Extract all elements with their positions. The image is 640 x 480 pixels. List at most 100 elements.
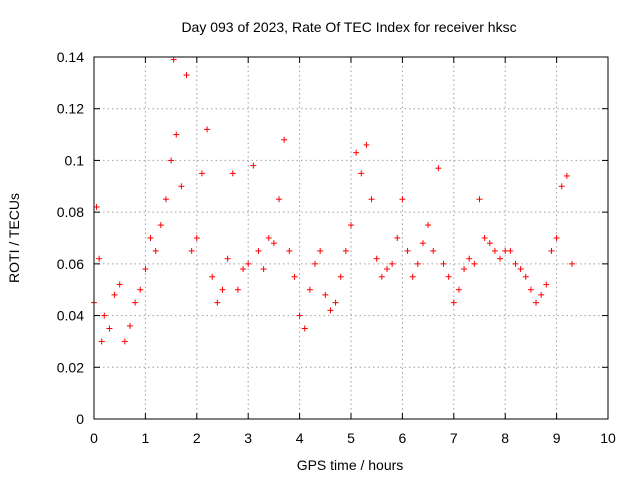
data-point [569,260,576,267]
data-point [538,291,545,298]
data-point [188,247,195,254]
data-point [306,286,313,293]
data-point [317,247,324,254]
data-point [517,266,524,273]
data-point [383,266,390,273]
data-point [502,247,509,254]
data-point [286,247,293,254]
data-point [183,72,190,79]
data-point [563,172,570,179]
x-tick-label: 9 [553,430,561,446]
data-point [219,286,226,293]
y-tick-label: 0.08 [57,204,84,220]
data-point [147,235,154,241]
data-point [404,247,411,254]
data-point [414,260,421,267]
data-point [466,255,473,262]
x-tick-label: 1 [142,430,150,446]
data-point [281,136,288,143]
y-tick-label: 0.14 [57,49,84,65]
data-point [491,247,498,254]
data-point [476,196,483,203]
y-tick-label: 0 [76,411,84,427]
data-point [481,235,488,241]
data-point [348,222,354,229]
data-point [137,286,144,293]
data-point [132,299,139,306]
data-point [368,196,375,203]
data-point [224,255,231,262]
ticks-layer [93,56,609,420]
data-point [209,273,216,280]
data-point [337,273,344,280]
data-point [497,255,504,262]
data-point [450,299,457,306]
data-point [399,196,406,203]
data-point [93,203,100,210]
data-point [322,291,329,298]
data-point [291,273,298,280]
y-tick-label: 0.02 [57,359,84,375]
x-tick-label: 5 [347,430,355,446]
y-tick-label: 0.06 [57,256,84,272]
data-point [312,260,319,267]
data-point [126,322,133,329]
x-tick-label: 6 [399,430,407,446]
data-point [553,235,560,241]
data-point [430,247,437,254]
data-point [548,247,555,254]
data-point [152,247,159,254]
data-point [394,235,401,241]
data-point [142,266,149,273]
data-point [358,170,365,177]
data-point [471,260,478,267]
data-point [353,149,360,156]
data-point [111,291,118,298]
data-point [234,286,241,293]
data-point [245,260,252,267]
data-point [296,312,303,319]
data-point [332,299,339,306]
data-point [455,286,462,293]
data-point [440,260,447,267]
data-point [270,240,277,247]
data-point [527,286,534,293]
data-point [170,56,177,63]
data-point [445,273,452,280]
data-point [301,325,308,332]
data-point [342,247,349,254]
x-tick-label: 7 [450,430,458,446]
data-point [229,170,236,177]
data-point [363,141,370,148]
data-point [533,299,540,306]
data-point [173,131,180,138]
x-tick-label: 2 [193,430,201,446]
data-point [240,266,247,273]
data-point [425,222,432,229]
data-point [512,260,519,267]
x-axis-label: GPS time / hours [297,457,404,473]
data-point [116,281,123,288]
data-point [260,266,267,273]
data-point [168,157,175,164]
data-point [204,126,211,133]
data-point [198,170,205,177]
y-axis-label: ROTI / TECUs [6,193,22,283]
data-point [507,247,514,254]
y-tick-label: 0.04 [57,308,84,324]
data-point [461,266,468,273]
data-point [178,183,185,190]
data-point [106,325,113,332]
data-point [250,162,257,169]
x-tick-label: 3 [244,430,252,446]
y-tick-label: 0.1 [65,152,85,168]
data-point [162,196,169,203]
x-tick-label: 10 [600,430,616,446]
data-point [419,240,426,247]
data-point [389,260,396,267]
y-tick-label: 0.12 [57,101,84,117]
data-point [276,196,283,203]
x-tick-label: 8 [501,430,509,446]
x-tick-label: 0 [90,430,98,446]
